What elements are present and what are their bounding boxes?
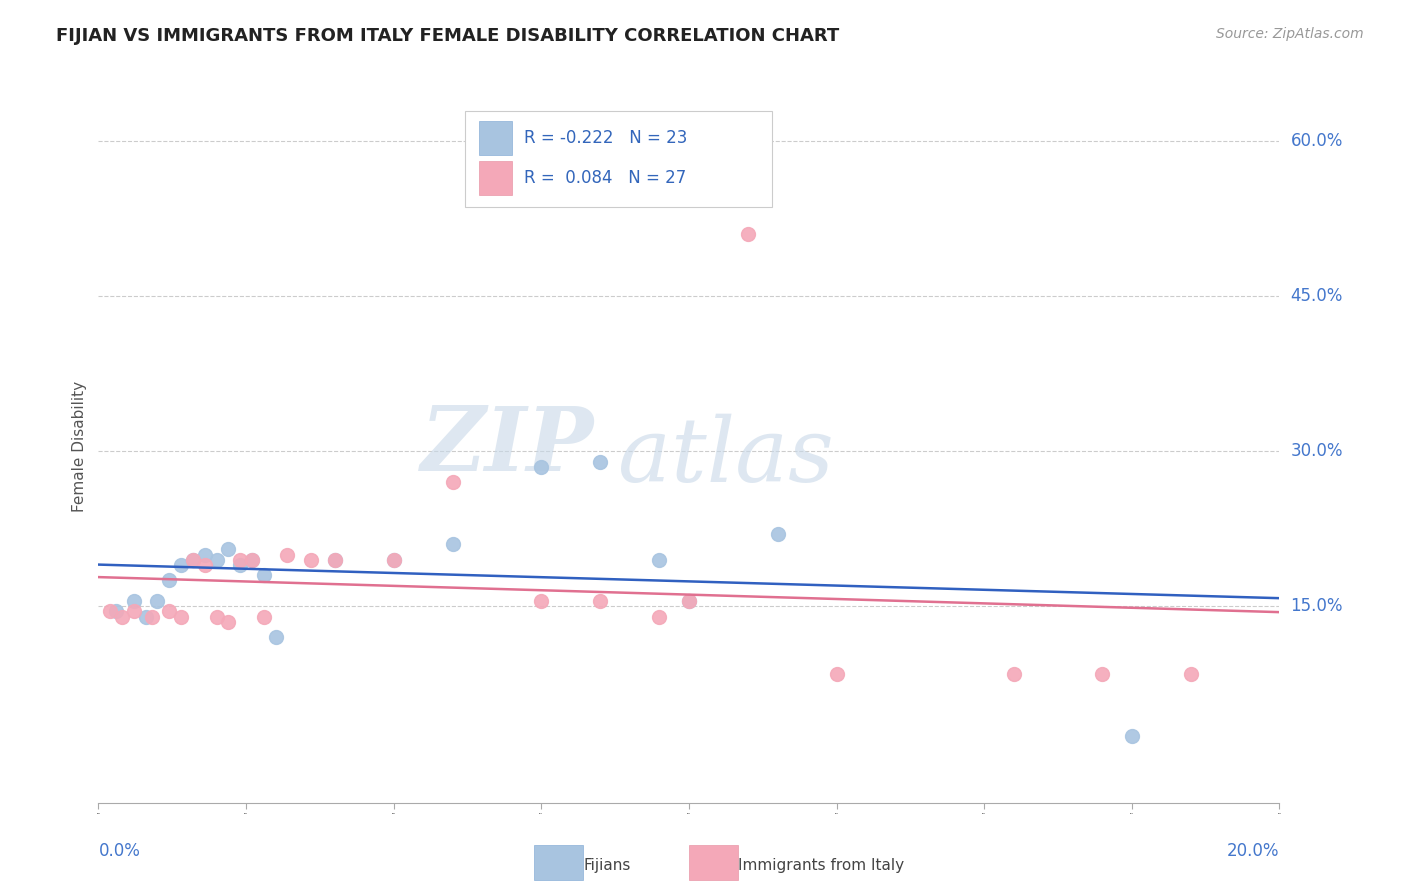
Point (105, 605, 128, 619)
Text: FIJIAN VS IMMIGRANTS FROM ITALY FEMALE DISABILITY CORRELATION CHART: FIJIAN VS IMMIGRANTS FROM ITALY FEMALE D… (56, 27, 839, 45)
Point (678, 594, 700, 608)
Text: 20.0%: 20.0% (1227, 842, 1279, 860)
Point (240, 553, 263, 567)
Text: 30.0%: 30.0% (1291, 442, 1343, 460)
Point (253, 568, 276, 582)
Point (737, 227, 759, 241)
Text: 15.0%: 15.0% (1291, 598, 1343, 615)
Point (122, 605, 145, 619)
Text: atlas: atlas (619, 413, 834, 500)
Point (170, 609, 193, 624)
Point (205, 609, 228, 624)
Point (157, 574, 180, 588)
Point (648, 553, 671, 567)
Text: Source: ZipAtlas.com: Source: ZipAtlas.com (1216, 27, 1364, 41)
Text: R =  0.084   N = 27: R = 0.084 N = 27 (523, 169, 686, 186)
Y-axis label: Female Disability: Female Disability (72, 380, 87, 512)
Text: R = -0.222   N = 23: R = -0.222 N = 23 (523, 128, 688, 146)
Point (194, 548, 217, 562)
Point (441, 537, 464, 551)
Text: 0.0%: 0.0% (98, 842, 141, 860)
Text: 45.0%: 45.0% (1291, 287, 1343, 305)
Point (441, 475, 464, 490)
Point (229, 553, 252, 567)
Point (141, 609, 163, 624)
Point (530, 459, 553, 474)
Point (181, 553, 204, 567)
Text: Fijians: Fijians (583, 858, 631, 872)
Point (648, 609, 671, 624)
Point (825, 666, 848, 681)
Point (276, 548, 298, 562)
Point (589, 594, 612, 608)
Point (217, 542, 239, 557)
Point (217, 615, 239, 629)
Point (323, 553, 346, 567)
Point (382, 553, 405, 567)
Point (299, 553, 322, 567)
Text: Immigrants from Italy: Immigrants from Italy (738, 858, 904, 872)
Point (135, 609, 157, 624)
Point (1091, 666, 1114, 681)
Point (205, 553, 228, 567)
Bar (464, 111, 772, 207)
Point (253, 609, 276, 624)
Point (1121, 729, 1143, 743)
Point (194, 558, 217, 572)
Bar (478, 161, 512, 194)
Point (678, 594, 700, 608)
Point (122, 594, 145, 608)
Point (181, 553, 204, 567)
Text: 60.0%: 60.0% (1291, 132, 1343, 150)
Point (1002, 666, 1025, 681)
Point (98, 605, 121, 619)
Point (766, 527, 789, 541)
Point (146, 594, 169, 608)
Text: ZIP: ZIP (420, 403, 595, 489)
Point (264, 630, 287, 644)
Point (229, 558, 252, 572)
Point (323, 553, 346, 567)
Point (530, 594, 553, 608)
Point (382, 553, 405, 567)
Point (240, 553, 263, 567)
Point (111, 609, 134, 624)
Point (170, 558, 193, 572)
Point (589, 454, 612, 468)
Bar (478, 120, 512, 155)
Point (157, 605, 180, 619)
Point (1180, 666, 1202, 681)
